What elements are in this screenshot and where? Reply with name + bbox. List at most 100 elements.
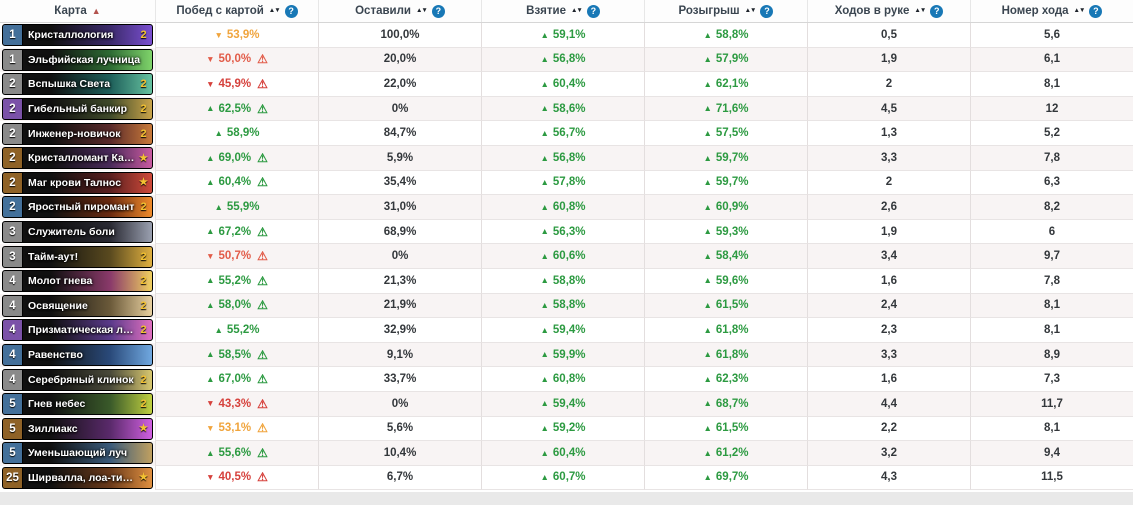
trend-arrow-icon: ▼ xyxy=(206,54,215,65)
column-header-kept[interactable]: Оставили ▲▼ ? xyxy=(318,0,481,22)
warning-triangle-icon: ⚠ xyxy=(257,396,268,411)
sort-icon[interactable]: ▲▼ xyxy=(744,6,757,14)
up-arrow-icon: ▲ xyxy=(540,29,549,40)
turns-in-hand-value: 0,5 xyxy=(881,28,897,41)
legendary-star-icon: ★ xyxy=(139,472,148,484)
up-arrow-icon: ▲ xyxy=(703,152,712,163)
turn-played-value: 5,6 xyxy=(1044,28,1060,41)
card-cell: 2 Кристалломант Канг... ★ xyxy=(0,146,155,171)
card-count-badge: 2 xyxy=(140,250,147,263)
winrate-value: 45,9% xyxy=(218,77,252,90)
played-winrate-value: 68,7% xyxy=(715,397,749,410)
winrate-value: 55,2% xyxy=(218,274,252,287)
card-tile[interactable]: 1 Кристаллология 2 xyxy=(2,24,153,47)
winrate-cell: ▲ 55,6% ⚠ xyxy=(155,441,318,466)
mana-cost-badge: 2 xyxy=(3,148,23,169)
up-arrow-icon: ▲ xyxy=(703,226,712,237)
card-tile[interactable]: 5 Гнев небес 2 xyxy=(2,393,153,416)
trend-arrow-icon: ▼ xyxy=(206,423,215,434)
sort-icon[interactable]: ▲▼ xyxy=(570,6,583,14)
card-tile[interactable]: 4 Молот гнева 2 xyxy=(2,270,153,293)
table-row: 2 Гибельный банкир 2 ▲ 62,5% ⚠ 0% ▲ 58,6… xyxy=(0,96,1133,122)
card-tile[interactable]: 2 Кристалломант Канг... ★ xyxy=(2,147,153,170)
table-row: 1 Эльфийская лучница ▼ 50,0% ⚠ 20,0% ▲ 5… xyxy=(0,47,1133,73)
card-tile[interactable]: 2 Маг крови Талнос ★ xyxy=(2,171,153,194)
kept-cell: 6,7% xyxy=(318,465,481,491)
card-cell: 4 Равенство xyxy=(0,343,155,368)
kept-value: 10,4% xyxy=(383,446,417,459)
help-icon[interactable]: ? xyxy=(760,4,774,18)
table-row: 4 Серебряный клинок 2 ▲ 67,0% ⚠ 33,7% ▲ … xyxy=(0,367,1133,392)
kept-cell: 31,0% xyxy=(318,195,481,220)
column-header-turn-played[interactable]: Номер хода ▲▼ ? xyxy=(970,0,1133,22)
card-count-badge: 2 xyxy=(140,29,147,42)
kept-value: 0% xyxy=(391,397,409,410)
drawn-winrate-value: 59,4% xyxy=(552,323,586,336)
trend-arrow-icon: ▲ xyxy=(206,447,215,458)
column-header-played[interactable]: Розыгрыш ▲▼ ? xyxy=(644,0,807,22)
mana-cost-badge: 2 xyxy=(3,74,23,95)
trend-arrow-icon: ▲ xyxy=(214,127,223,138)
card-tile[interactable]: 5 Уменьшающий луч xyxy=(2,442,153,465)
card-tile[interactable]: 4 Равенство xyxy=(2,344,153,367)
trend-arrow-icon: ▼ xyxy=(206,398,215,409)
sort-icon[interactable]: ▲▼ xyxy=(268,6,281,14)
turn-played-value: 6,1 xyxy=(1044,53,1060,66)
sort-ascending-icon[interactable]: ▲ xyxy=(91,5,101,16)
page-footer-strip xyxy=(0,492,1133,505)
warning-triangle-icon: ⚠ xyxy=(257,76,268,91)
turns-in-hand-cell: 3,3 xyxy=(807,342,970,368)
card-tile[interactable]: 2 Инженер-новичок 2 xyxy=(2,122,153,145)
card-count-badge: 2 xyxy=(140,275,147,288)
warning-triangle-icon: ⚠ xyxy=(257,224,268,239)
help-icon[interactable]: ? xyxy=(586,4,600,18)
card-tile[interactable]: 25 Ширвалла, лоа-тигр... ★ xyxy=(2,466,153,489)
card-cell: 4 Молот гнева 2 xyxy=(0,269,155,294)
winrate-cell: ▼ 43,3% ⚠ xyxy=(155,391,318,417)
kept-value: 9,1% xyxy=(386,348,414,361)
card-tile[interactable]: 4 Освящение 2 xyxy=(2,294,153,317)
played-winrate-value: 59,7% xyxy=(715,176,749,189)
played-winrate-cell: ▲ 59,7% xyxy=(644,170,807,196)
column-header-winrate[interactable]: Побед с картой ▲▼ ? xyxy=(155,0,318,22)
card-tile[interactable]: 2 Гибельный банкир 2 xyxy=(2,98,153,121)
up-arrow-icon: ▲ xyxy=(540,54,549,65)
help-icon[interactable]: ? xyxy=(1089,4,1103,18)
help-icon[interactable]: ? xyxy=(930,4,944,18)
column-header-drawn[interactable]: Взятие ▲▼ ? xyxy=(481,0,644,22)
drawn-winrate-cell: ▲ 56,8% xyxy=(481,47,644,73)
drawn-winrate-value: 59,4% xyxy=(552,397,586,410)
card-name: Молот гнева xyxy=(28,275,93,288)
played-winrate-value: 57,9% xyxy=(715,53,749,66)
card-count-badge: 2 xyxy=(140,299,147,312)
mana-cost-badge: 2 xyxy=(3,197,23,218)
sort-icon[interactable]: ▲▼ xyxy=(914,6,926,14)
card-tile[interactable]: 2 Вспышка Света 2 xyxy=(2,73,153,96)
turns-in-hand-value: 1,9 xyxy=(881,225,897,238)
column-header-turns-in-hand[interactable]: Ходов в руке ▲▼ ? xyxy=(807,0,970,22)
kept-cell: 35,4% xyxy=(318,170,481,196)
turns-in-hand-cell: 4,5 xyxy=(807,96,970,122)
card-tile[interactable]: 2 Яростный пиромант 2 xyxy=(2,196,153,219)
sort-icon[interactable]: ▲▼ xyxy=(416,6,428,14)
help-icon[interactable]: ? xyxy=(284,4,298,18)
card-tile[interactable]: 4 Призматическая ли... 2 xyxy=(2,319,153,342)
turn-played-cell: 7,3 xyxy=(970,367,1133,392)
drawn-winrate-value: 60,6% xyxy=(552,250,586,263)
card-tile[interactable]: 4 Серебряный клинок 2 xyxy=(2,368,153,391)
turn-played-cell: 9,7 xyxy=(970,244,1133,269)
turns-in-hand-cell: 3,4 xyxy=(807,244,970,269)
card-tile[interactable]: 3 Служитель боли xyxy=(2,221,153,244)
sort-icon[interactable]: ▲▼ xyxy=(1073,6,1086,14)
column-label: Розыгрыш xyxy=(678,5,740,17)
winrate-cell: ▲ 55,2% xyxy=(155,318,318,343)
card-tile[interactable]: 3 Тайм-аут! 2 xyxy=(2,245,153,268)
column-header-card[interactable]: Карта ▲ xyxy=(0,0,155,22)
winrate-value: 67,0% xyxy=(218,373,252,386)
card-tile[interactable]: 1 Эльфийская лучница xyxy=(2,48,153,71)
winrate-value: 67,2% xyxy=(218,225,252,238)
card-tile[interactable]: 5 Зиллиакс ★ xyxy=(2,417,153,440)
help-icon[interactable]: ? xyxy=(431,4,445,18)
drawn-winrate-value: 58,8% xyxy=(552,299,586,312)
kept-value: 5,9% xyxy=(386,151,414,164)
